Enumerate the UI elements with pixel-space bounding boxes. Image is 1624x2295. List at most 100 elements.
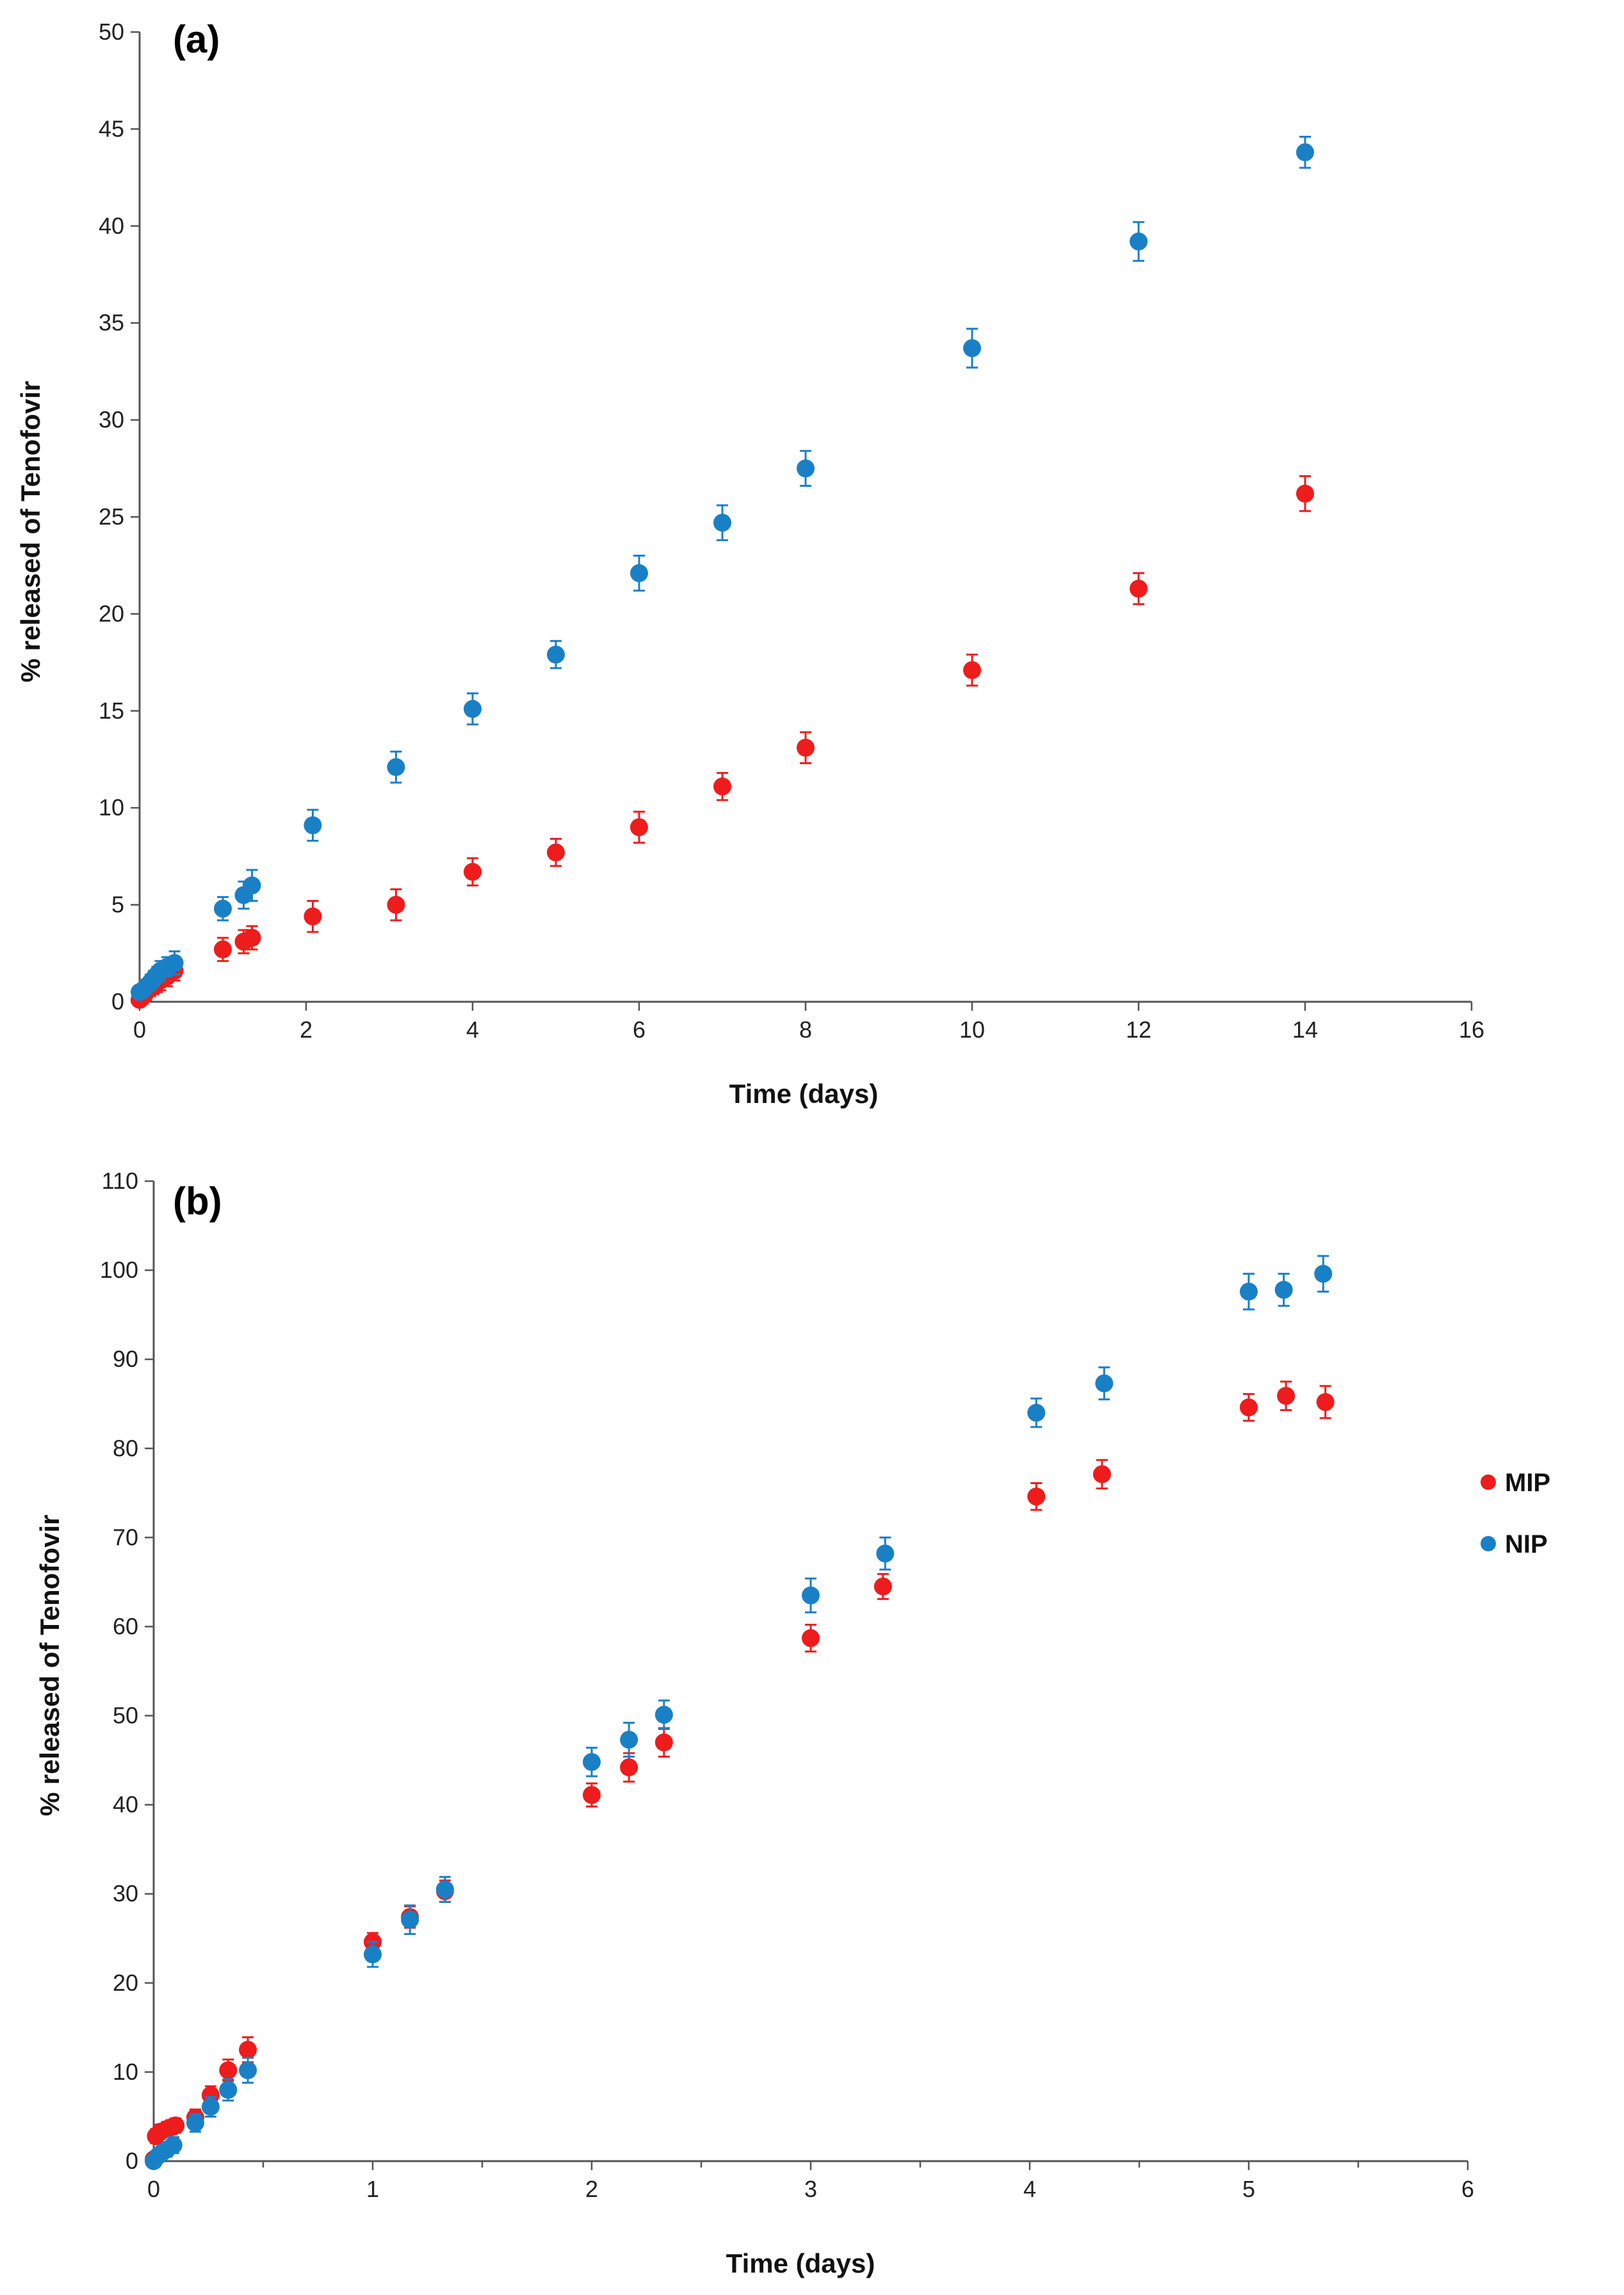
mip-marker bbox=[1277, 1387, 1295, 1405]
mip-marker bbox=[654, 1733, 673, 1752]
x-tick-label: 3 bbox=[804, 2176, 817, 2202]
x-tick-label: 4 bbox=[1023, 2176, 1036, 2202]
x-tick-label: 4 bbox=[466, 1017, 479, 1043]
nip-data-point bbox=[963, 327, 981, 369]
mip-data-point bbox=[166, 2116, 185, 2135]
mip-data-point bbox=[547, 838, 565, 867]
mip-marker bbox=[1092, 1465, 1111, 1483]
nip-marker bbox=[304, 816, 322, 835]
nip-marker bbox=[1274, 1280, 1293, 1299]
x-tick-label: 10 bbox=[959, 1017, 985, 1043]
x-tick-label: 8 bbox=[799, 1017, 812, 1043]
nip-marker bbox=[630, 564, 648, 582]
mip-marker bbox=[713, 777, 731, 796]
y-tick-label: 80 bbox=[113, 1435, 138, 1461]
mip-data-point bbox=[1277, 1380, 1295, 1411]
panel-a-y-axis-label: % released of Tenofovir bbox=[15, 381, 45, 683]
mip-marker bbox=[214, 940, 232, 959]
nip-data-point bbox=[219, 2078, 238, 2102]
mip-data-point bbox=[243, 925, 261, 951]
legend-marker-mip bbox=[1481, 1474, 1496, 1490]
mip-marker bbox=[304, 907, 322, 926]
mip-marker bbox=[166, 2116, 185, 2135]
panel-b-y-axis-label: % released of Tenofovir bbox=[35, 1515, 65, 1817]
nip-marker bbox=[243, 876, 261, 895]
nip-marker bbox=[165, 954, 184, 972]
chart-panel-b: (b) Time (days) % released of Tenofovir … bbox=[35, 1168, 1474, 2278]
mip-data-point bbox=[630, 810, 648, 844]
y-tick-label: 10 bbox=[113, 2059, 138, 2085]
nip-marker bbox=[364, 1945, 382, 1964]
nip-marker bbox=[1296, 143, 1314, 161]
mip-data-point bbox=[304, 900, 322, 933]
y-tick-label: 30 bbox=[99, 407, 124, 433]
y-tick-label: 20 bbox=[113, 1970, 138, 1996]
y-tick-label: 0 bbox=[126, 2148, 138, 2174]
nip-data-point bbox=[583, 1747, 601, 1777]
mip-marker bbox=[630, 818, 648, 837]
mip-marker bbox=[963, 661, 981, 680]
y-tick-label: 50 bbox=[99, 19, 124, 45]
mip-marker bbox=[464, 863, 482, 881]
mip-data-point bbox=[873, 1572, 892, 1600]
nip-data-point bbox=[876, 1536, 895, 1571]
y-tick-label: 0 bbox=[111, 988, 124, 1015]
x-tick-label: 5 bbox=[1242, 2176, 1255, 2202]
x-tick-label: 0 bbox=[147, 2176, 160, 2202]
nip-data-point bbox=[387, 750, 405, 784]
panel-b-x-axis-label: Time (days) bbox=[726, 2248, 875, 2278]
nip-marker bbox=[186, 2114, 204, 2132]
legend-marker-nip bbox=[1481, 1536, 1496, 1551]
mip-marker bbox=[620, 1758, 638, 1777]
x-tick-label: 6 bbox=[633, 1017, 646, 1043]
nip-marker bbox=[435, 1880, 454, 1899]
nip-marker bbox=[164, 2136, 183, 2154]
nip-marker bbox=[401, 1911, 419, 1929]
nip-data-point bbox=[802, 1577, 820, 1613]
mip-marker bbox=[1240, 1398, 1258, 1417]
legend-label-nip: NIP bbox=[1505, 1530, 1548, 1558]
panel-a-label: (a) bbox=[173, 18, 220, 61]
mip-data-point bbox=[713, 772, 731, 801]
mip-marker bbox=[243, 929, 261, 947]
nip-data-point bbox=[547, 640, 565, 669]
mip-data-point bbox=[797, 731, 815, 765]
nip-marker bbox=[201, 2098, 220, 2116]
panel-b-label: (b) bbox=[173, 1180, 222, 1223]
nip-marker bbox=[654, 1706, 673, 1724]
nip-data-point bbox=[1296, 136, 1314, 169]
nip-marker bbox=[797, 459, 815, 478]
y-tick-label: 10 bbox=[99, 794, 124, 821]
x-tick-label: 2 bbox=[300, 1017, 313, 1043]
panel-b-data-marks bbox=[145, 1255, 1335, 2170]
nip-marker bbox=[1095, 1374, 1114, 1393]
nip-data-point bbox=[1130, 221, 1148, 262]
mip-marker bbox=[802, 1629, 820, 1647]
nip-data-point bbox=[164, 2136, 183, 2154]
nip-data-point bbox=[401, 1904, 419, 1935]
mip-marker bbox=[797, 739, 815, 757]
x-tick-label: 16 bbox=[1459, 1017, 1484, 1043]
x-tick-label: 6 bbox=[1461, 2176, 1474, 2202]
nip-data-point bbox=[435, 1875, 454, 1903]
nip-data-point bbox=[1240, 1273, 1258, 1311]
nip-data-point bbox=[201, 2096, 220, 2118]
nip-data-point bbox=[1095, 1366, 1114, 1401]
mip-data-point bbox=[802, 1624, 820, 1653]
panel-b-axes: 0 10 20 30 40 50 60 70 80 90 100 110 0 1 2 3 4 5 6 bbox=[100, 1168, 1474, 2202]
y-tick-label: 25 bbox=[99, 503, 124, 530]
legend-label-mip: MIP bbox=[1505, 1469, 1550, 1497]
nip-marker bbox=[387, 758, 405, 776]
mip-data-point bbox=[219, 2058, 238, 2082]
mip-marker bbox=[583, 1786, 601, 1804]
mip-marker bbox=[219, 2061, 238, 2080]
nip-marker bbox=[1130, 233, 1148, 251]
x-tick-label: 0 bbox=[133, 1017, 146, 1043]
y-tick-label: 45 bbox=[99, 115, 124, 142]
x-tick-label: 1 bbox=[366, 2176, 379, 2202]
x-tick-label: 12 bbox=[1126, 1017, 1151, 1043]
y-tick-label: 110 bbox=[102, 1168, 138, 1194]
nip-data-point bbox=[797, 450, 815, 487]
